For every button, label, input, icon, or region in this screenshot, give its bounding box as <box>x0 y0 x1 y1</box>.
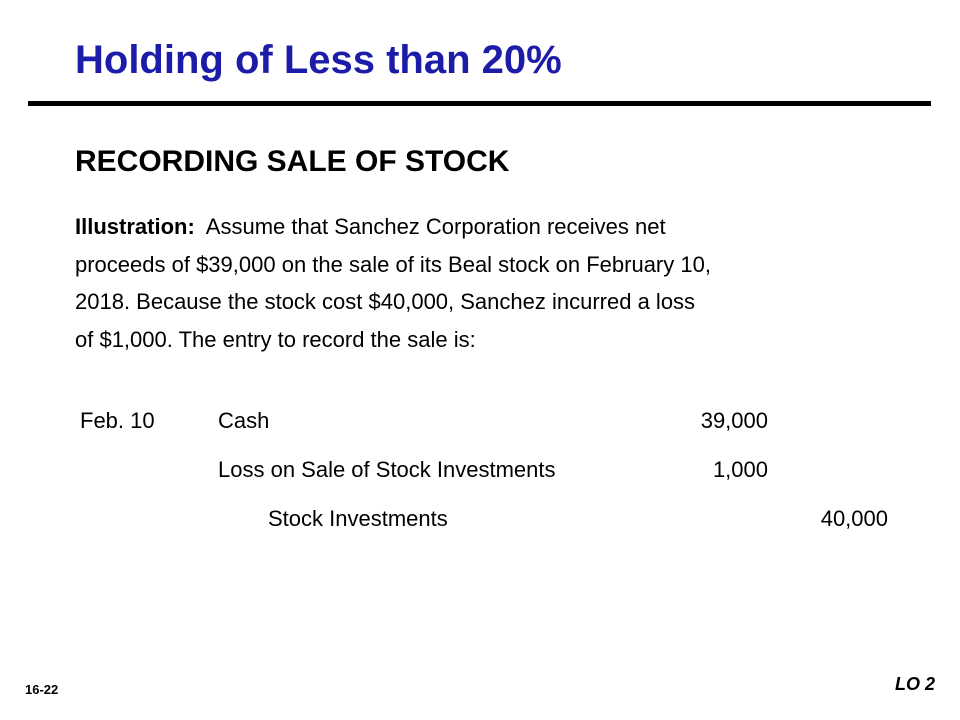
entry-account-cash: Cash <box>218 408 270 433</box>
slide-title: Holding of Less than 20% <box>75 38 562 82</box>
section-heading: RECORDING SALE OF STOCK <box>75 145 510 178</box>
entry-debit-loss: 1,000 <box>712 457 768 482</box>
paragraph-text-1: Assume that Sanchez Corporation receives… <box>205 214 666 239</box>
learning-objective-tag: LO 2 <box>894 674 935 694</box>
paragraph-line-4: of $1,000. The entry to record the sale … <box>75 326 476 352</box>
illustration-label: Illustration: <box>75 214 195 239</box>
paragraph-line-2: proceeds of $39,000 on the sale of its B… <box>75 251 711 277</box>
page-number: 16-22 <box>25 682 59 697</box>
entry-account-loss: Loss on Sale of Stock Investments <box>218 457 556 482</box>
entry-debit-cash: 39,000 <box>700 408 768 433</box>
paragraph-line-1: Illustration: Assume that Sanchez Corpor… <box>75 208 895 246</box>
entry-account-stock-investments: Stock Investments <box>268 506 448 531</box>
entry-date: Feb. 10 <box>80 408 155 433</box>
illustration-paragraph: Illustration: Assume that Sanchez Corpor… <box>75 208 895 358</box>
entry-credit-stock-investments: 40,000 <box>820 506 888 531</box>
paragraph-line-3: 2018. Because the stock cost $40,000, Sa… <box>75 289 696 314</box>
title-divider <box>28 101 931 106</box>
